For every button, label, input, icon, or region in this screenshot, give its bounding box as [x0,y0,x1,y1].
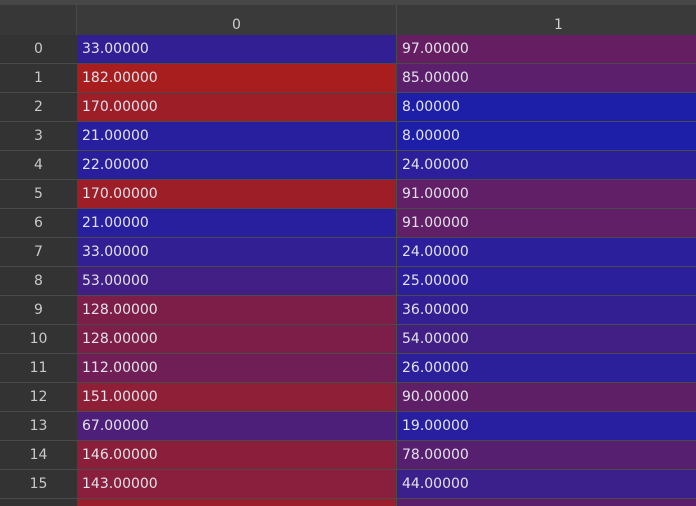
table-row: 13 67.00000 19.00000 [0,412,696,441]
table-cell[interactable]: 143.00000 [77,470,397,498]
row-header[interactable]: 4 [0,151,77,179]
table-cell[interactable]: 21.00000 [77,209,397,237]
row-header[interactable]: 11 [0,354,77,382]
table-cell[interactable]: 91.00000 [397,180,696,208]
table-cell[interactable]: 67.00000 [77,412,397,440]
table-cell[interactable]: 164.00000 [77,499,397,506]
table-cell[interactable]: 128.00000 [77,325,397,353]
table-cell[interactable]: 21.00000 [77,122,397,150]
table-row: 9 128.00000 36.00000 [0,296,696,325]
row-header[interactable]: 1 [0,64,77,92]
row-header[interactable]: 15 [0,470,77,498]
column-header-0[interactable]: 0 [77,5,397,35]
table-row: 1 182.00000 85.00000 [0,64,696,93]
table-cell[interactable]: 182.00000 [77,64,397,92]
table-row: 5 170.00000 91.00000 [0,180,696,209]
table-row: 7 33.00000 24.00000 [0,238,696,267]
row-header[interactable]: 10 [0,325,77,353]
table-cell[interactable]: 54.00000 [397,325,696,353]
table-cell[interactable]: 36.00000 [397,296,696,324]
table-row: 10 128.00000 54.00000 [0,325,696,354]
table-cell[interactable]: 53.00000 [77,267,397,295]
row-header[interactable]: 5 [0,180,77,208]
table-cell[interactable]: 112.00000 [77,354,397,382]
table-row: 11 112.00000 26.00000 [0,354,696,383]
table-cell[interactable]: 146.00000 [77,441,397,469]
table-row: 15 143.00000 44.00000 [0,470,696,499]
table-cell[interactable]: 44.00000 [397,470,696,498]
table-cell[interactable]: 19.00000 [397,412,696,440]
table-cell[interactable]: 78.00000 [397,441,696,469]
table-cell[interactable]: 97.00000 [397,35,696,63]
table-cell[interactable]: 8.00000 [397,93,696,121]
table-cell[interactable]: 170.00000 [77,93,397,121]
table-cell[interactable]: 22.00000 [77,151,397,179]
table-row: 3 21.00000 8.00000 [0,122,696,151]
row-header[interactable]: 7 [0,238,77,266]
table-cell[interactable]: 24.00000 [397,151,696,179]
table-cell[interactable]: 170.00000 [77,180,397,208]
row-header[interactable]: 8 [0,267,77,295]
table-row: 0 33.00000 97.00000 [0,35,696,64]
row-header[interactable]: 9 [0,296,77,324]
column-header-1[interactable]: 1 [397,5,696,35]
table-cell[interactable]: 26.00000 [397,354,696,382]
row-header[interactable]: 2 [0,93,77,121]
table-cell[interactable]: 91.00000 [397,209,696,237]
table-row: 16164.0000083.00000 [0,499,696,506]
row-header[interactable]: 12 [0,383,77,411]
row-header[interactable]: 14 [0,441,77,469]
table-row: 12 151.00000 90.00000 [0,383,696,412]
table-row: 8 53.00000 25.00000 [0,267,696,296]
table-cell[interactable]: 151.00000 [77,383,397,411]
table-row: 14 146.00000 78.00000 [0,441,696,470]
top-strip [0,0,696,5]
row-header[interactable]: 3 [0,122,77,150]
table-cell[interactable]: 8.00000 [397,122,696,150]
table-cell[interactable]: 25.00000 [397,267,696,295]
row-header[interactable]: 16 [0,499,77,506]
row-header[interactable]: 0 [0,35,77,63]
table-row: 4 22.00000 24.00000 [0,151,696,180]
table-cell[interactable]: 83.00000 [397,499,696,506]
row-header[interactable]: 13 [0,412,77,440]
row-header[interactable]: 6 [0,209,77,237]
table-cell[interactable]: 90.00000 [397,383,696,411]
table-cell[interactable]: 33.00000 [77,35,397,63]
table-row: 2 170.00000 8.00000 [0,93,696,122]
table-row: 6 21.00000 91.00000 [0,209,696,238]
table-cell[interactable]: 33.00000 [77,238,397,266]
table-cell[interactable]: 128.00000 [77,296,397,324]
table-cell[interactable]: 24.00000 [397,238,696,266]
header-corner [0,5,77,35]
table-cell[interactable]: 85.00000 [397,64,696,92]
